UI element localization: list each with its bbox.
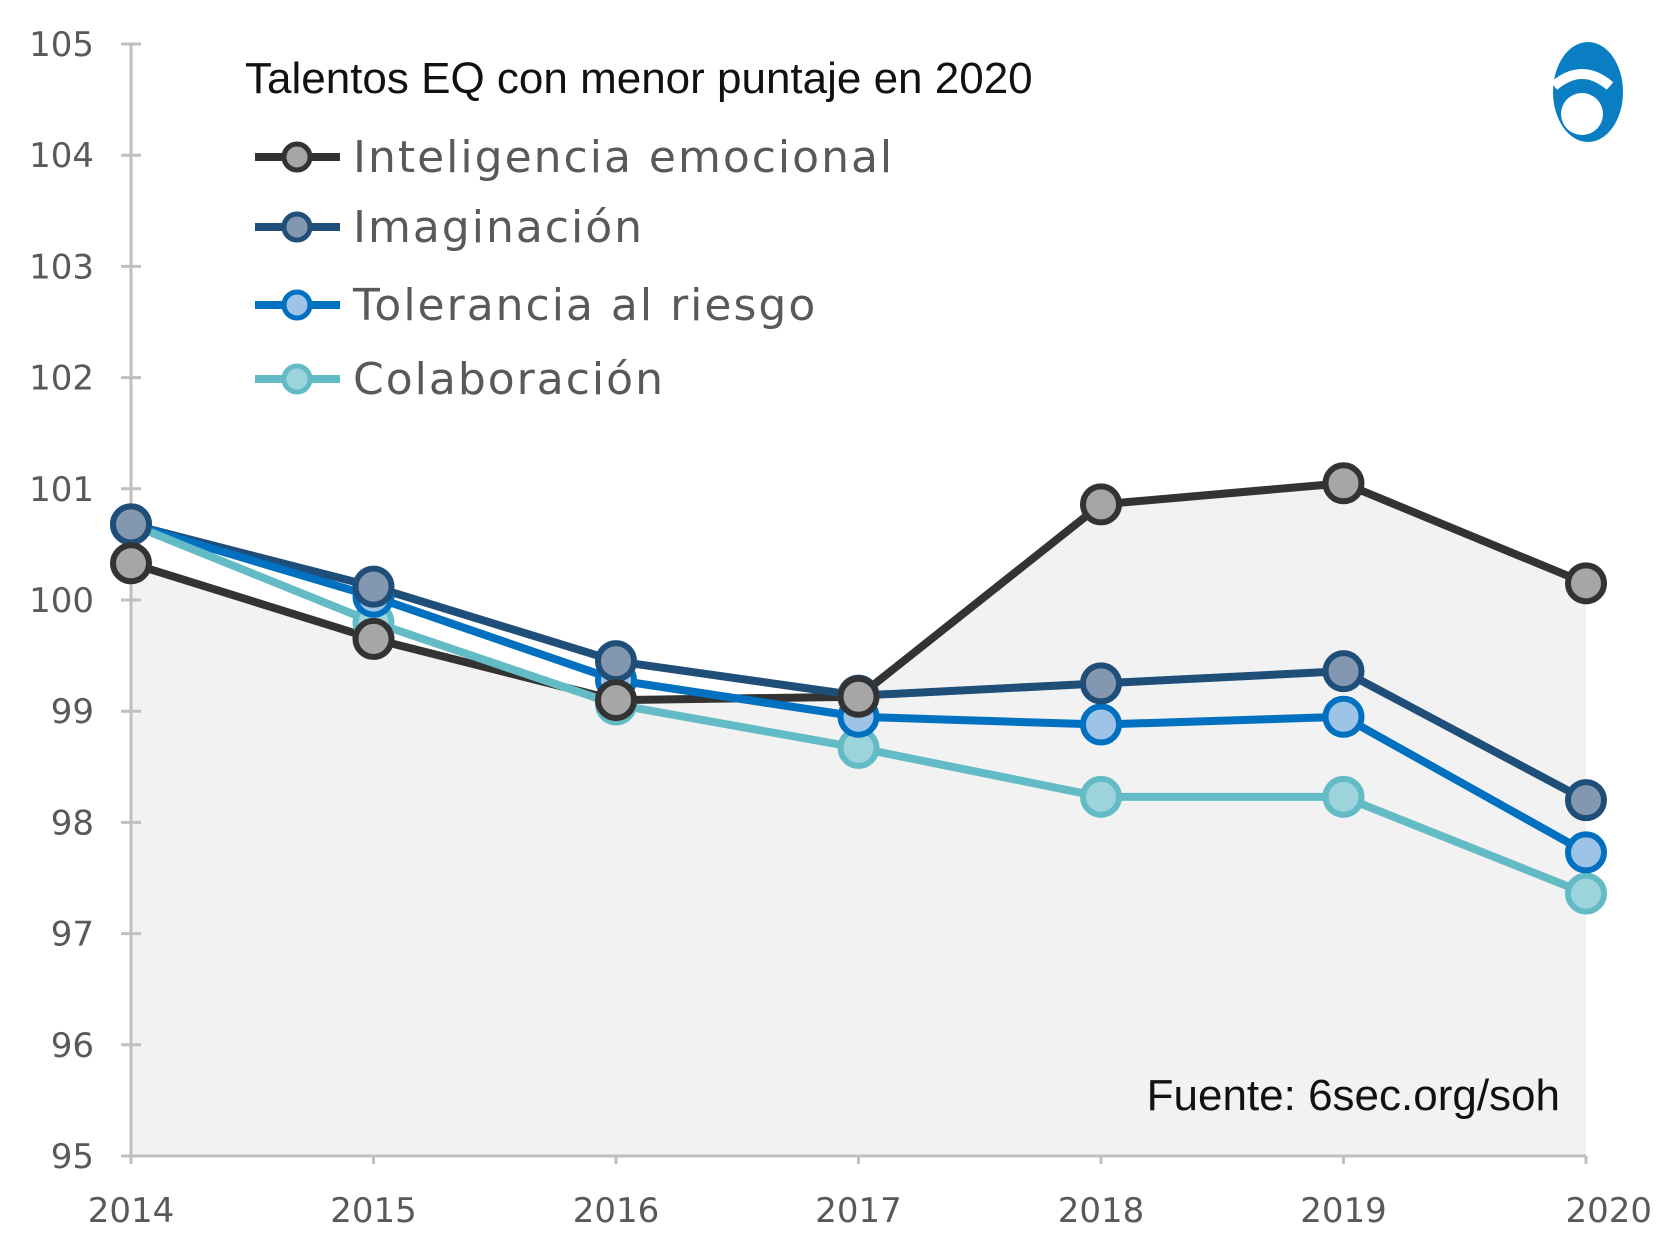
legend: Inteligencia emocional Imaginación Toleran… xyxy=(255,132,894,405)
data-point xyxy=(595,640,637,683)
legend-item: Inteligencia emocional xyxy=(255,132,894,183)
data-point xyxy=(1565,562,1607,605)
y-tick-label: 100 xyxy=(29,581,94,621)
logo-icon xyxy=(1550,42,1623,142)
source-annotation: Fuente: 6sec.org/soh xyxy=(1147,1071,1560,1120)
data-point xyxy=(595,679,637,722)
y-tick-label: 104 xyxy=(29,136,94,176)
legend-swatch-marker xyxy=(281,289,313,321)
data-point xyxy=(1322,650,1365,693)
data-point xyxy=(352,617,395,660)
shaded-area xyxy=(131,483,1586,1156)
legend-item: Tolerancia al riesgo xyxy=(255,280,817,331)
data-point xyxy=(1080,775,1122,818)
legend-label: Imaginación xyxy=(353,202,644,253)
legend-swatch-marker xyxy=(281,211,313,243)
y-tick-label: 95 xyxy=(51,1137,94,1177)
y-tick-label: 101 xyxy=(29,470,94,510)
data-point xyxy=(1080,662,1122,705)
y-tick-label: 96 xyxy=(51,1026,94,1066)
shaded-area-layer xyxy=(131,483,1586,1156)
chart-title: Talentos EQ con menor puntaje en 2020 xyxy=(245,54,1033,103)
y-tick-label: 105 xyxy=(29,25,94,65)
data-point xyxy=(1080,483,1122,526)
legend-item: Imaginación xyxy=(255,202,644,253)
y-tick-label: 102 xyxy=(29,359,94,399)
data-point xyxy=(1565,872,1607,915)
data-point xyxy=(110,542,152,585)
legend-label: Inteligencia emocional xyxy=(353,132,894,183)
data-point xyxy=(1080,703,1122,746)
x-tick-label: 2014 xyxy=(88,1191,175,1231)
x-tick-label: 2019 xyxy=(1300,1191,1387,1231)
data-point xyxy=(1565,779,1607,822)
legend-item: Colaboración xyxy=(255,354,665,405)
legend-swatch-marker xyxy=(281,141,313,173)
y-tick-label: 98 xyxy=(51,803,94,843)
x-tick-label: 2015 xyxy=(330,1191,417,1231)
legend-label: Colaboración xyxy=(353,354,665,405)
data-point xyxy=(837,675,880,718)
data-point xyxy=(1322,462,1365,505)
axes: 95 96 97 98 99 100 101 102 103 104 105 2014 2015 2016… xyxy=(29,25,1652,1231)
y-tick-label: 97 xyxy=(51,915,94,955)
y-tick-label: 99 xyxy=(51,692,94,732)
data-point xyxy=(352,565,395,608)
data-point xyxy=(110,503,152,546)
series-markers xyxy=(110,462,1607,722)
data-point xyxy=(1322,695,1365,738)
legend-label: Tolerancia al riesgo xyxy=(352,280,817,331)
x-tick-label: 2020 xyxy=(1565,1191,1652,1231)
series-layer xyxy=(110,462,1607,915)
data-point xyxy=(1322,775,1365,818)
y-tick-label: 103 xyxy=(29,247,94,287)
legend-swatch-marker xyxy=(281,363,313,395)
x-tick-label: 2018 xyxy=(1058,1191,1145,1231)
x-tick-label: 2017 xyxy=(815,1191,902,1231)
x-tick-label: 2016 xyxy=(573,1191,660,1231)
data-point xyxy=(1565,831,1607,874)
